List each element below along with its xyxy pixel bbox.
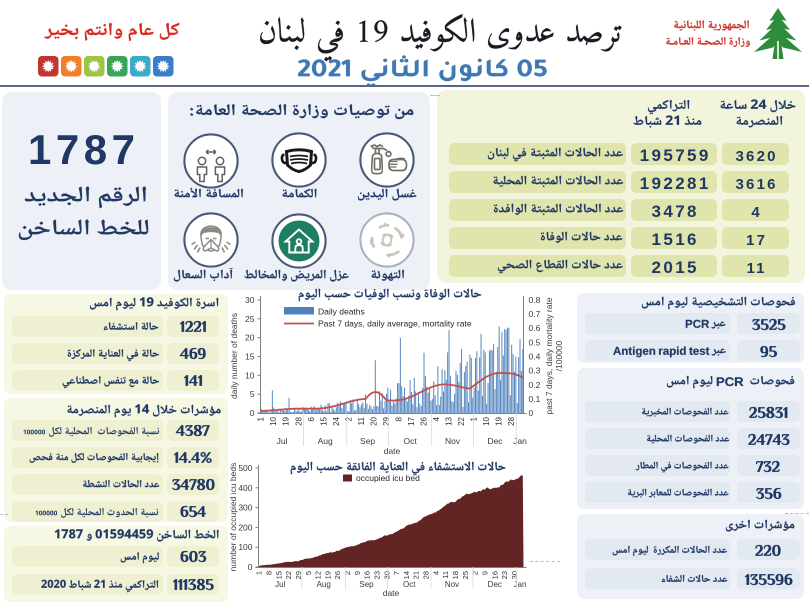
svg-text:30: 30 (510, 571, 519, 579)
svg-text:21: 21 (412, 571, 421, 579)
svg-text:5: 5 (304, 571, 313, 575)
svg-text:Aug: Aug (318, 436, 333, 446)
svg-text:Nov: Nov (445, 436, 461, 446)
svg-text:24: 24 (332, 416, 341, 425)
svg-text:12: 12 (314, 571, 323, 579)
svg-text:Daily deaths: Daily deaths (318, 307, 365, 317)
svg-text:4: 4 (432, 416, 441, 421)
svg-text:19: 19 (282, 416, 291, 425)
svg-text:10: 10 (245, 370, 255, 380)
svg-text:Oct: Oct (403, 580, 416, 589)
svg-text:17: 17 (407, 416, 416, 425)
svg-text:0.8: 0.8 (529, 295, 541, 305)
svg-text:8: 8 (395, 416, 404, 421)
svg-text:29: 29 (382, 416, 391, 425)
svg-text:500: 500 (238, 463, 252, 473)
svg-text:20: 20 (369, 416, 378, 425)
svg-text:0: 0 (248, 562, 253, 572)
svg-text:15: 15 (274, 571, 283, 579)
svg-text:Oct: Oct (403, 436, 417, 446)
svg-text:25: 25 (245, 314, 255, 324)
svg-text:13: 13 (445, 416, 454, 425)
svg-text:15: 15 (245, 352, 255, 362)
svg-text:29: 29 (294, 571, 303, 579)
svg-text:100: 100 (238, 542, 252, 552)
svg-text:0.3: 0.3 (529, 366, 541, 376)
svg-text:8: 8 (265, 571, 274, 575)
svg-text:19: 19 (495, 416, 504, 425)
svg-text:26: 26 (420, 416, 429, 425)
svg-text:7: 7 (392, 571, 401, 575)
svg-text:14: 14 (402, 571, 411, 579)
svg-text:19: 19 (323, 571, 332, 579)
svg-text:28: 28 (422, 571, 431, 579)
svg-text:11: 11 (357, 416, 366, 425)
svg-text:0.1: 0.1 (529, 394, 541, 404)
svg-text:Jan: Jan (514, 580, 527, 589)
svg-text:0: 0 (250, 408, 255, 418)
svg-text:/100000: /100000 (554, 340, 564, 371)
svg-text:200: 200 (238, 522, 252, 532)
svg-text:16: 16 (363, 571, 372, 579)
svg-text:30: 30 (245, 295, 255, 305)
svg-text:Sep: Sep (360, 436, 375, 446)
svg-text:past 7 days, daily mortality r: past 7 days, daily mortality rate (544, 297, 554, 414)
svg-text:5: 5 (250, 389, 255, 399)
svg-text:Jul: Jul (275, 580, 285, 589)
svg-text:23: 23 (500, 571, 509, 579)
svg-text:15: 15 (319, 416, 328, 425)
svg-text:0.4: 0.4 (529, 352, 541, 362)
svg-text:0.5: 0.5 (529, 337, 541, 347)
svg-text:Dec: Dec (488, 580, 502, 589)
svg-text:2: 2 (344, 416, 353, 421)
svg-text:Jan: Jan (513, 436, 527, 446)
svg-text:0: 0 (529, 408, 534, 418)
svg-text:2: 2 (471, 571, 480, 575)
svg-text:10: 10 (269, 416, 278, 425)
svg-text:date: date (384, 446, 401, 456)
svg-text:0.6: 0.6 (529, 323, 541, 333)
svg-text:Past 7 days, daily average, mo: Past 7 days, daily average, mortality ra… (318, 319, 472, 329)
svg-text:Sep: Sep (359, 580, 374, 589)
svg-text:18: 18 (451, 571, 460, 579)
svg-text:6: 6 (307, 416, 316, 421)
svg-text:400: 400 (238, 483, 252, 493)
svg-text:9: 9 (353, 571, 362, 575)
svg-text:2: 2 (343, 571, 352, 575)
svg-text:Dec: Dec (487, 436, 503, 446)
svg-text:1: 1 (470, 416, 479, 421)
svg-text:28: 28 (294, 416, 303, 425)
svg-text:11: 11 (441, 571, 450, 579)
svg-text:22: 22 (457, 416, 466, 425)
svg-text:10: 10 (482, 416, 491, 425)
svg-text:20: 20 (245, 333, 255, 343)
svg-text:30: 30 (382, 571, 391, 579)
svg-text:date: date (383, 588, 400, 598)
svg-text:9: 9 (480, 571, 489, 575)
svg-text:22: 22 (284, 571, 293, 579)
svg-text:1: 1 (255, 571, 264, 575)
svg-text:25: 25 (461, 571, 470, 579)
svg-text:23: 23 (373, 571, 382, 579)
svg-text:Nov: Nov (445, 580, 459, 589)
svg-text:0.2: 0.2 (529, 380, 541, 390)
svg-text:occupied icu bed: occupied icu bed (356, 473, 420, 483)
svg-text:28: 28 (507, 416, 516, 425)
svg-text:number of occupied icu beds: number of occupied icu beds (228, 463, 238, 572)
svg-text:26: 26 (333, 571, 342, 579)
svg-text:Aug: Aug (317, 580, 331, 589)
svg-text:0.7: 0.7 (529, 309, 541, 319)
svg-text:1: 1 (257, 416, 266, 421)
svg-text:daily number of deaths: daily number of deaths (229, 313, 239, 399)
svg-text:4: 4 (431, 571, 440, 575)
svg-text:16: 16 (490, 571, 499, 579)
svg-text:Jul: Jul (277, 436, 288, 446)
svg-text:300: 300 (238, 503, 252, 513)
